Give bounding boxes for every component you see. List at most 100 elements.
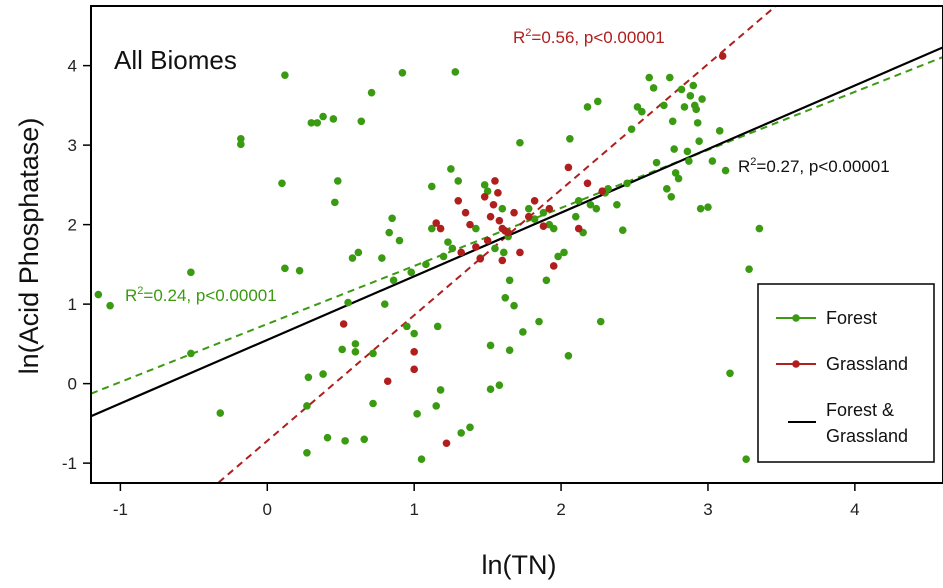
grassland-point (432, 219, 441, 227)
forest-point (407, 268, 416, 277)
x-tick-label: 1 (409, 500, 418, 519)
forest-point (413, 410, 421, 418)
grassland-point (472, 243, 480, 251)
combined-fit-line (91, 46, 943, 418)
forest-point (623, 179, 631, 188)
forest-point (674, 174, 683, 183)
forest-point (433, 322, 442, 331)
forest-point (486, 385, 495, 393)
forest-point (542, 276, 551, 285)
y-axis-title: ln(Acid Phosphatase) (14, 118, 44, 375)
forest-point (499, 248, 508, 257)
x-tick-label: 2 (556, 500, 565, 519)
forest-point (237, 134, 245, 143)
grassland-point (504, 228, 512, 237)
forest-point (333, 177, 342, 185)
grassland-point (516, 248, 524, 257)
forest-point (486, 341, 495, 350)
forest-point (665, 73, 674, 82)
grassland-point (461, 208, 470, 217)
forest-point (505, 346, 514, 355)
forest-point (692, 105, 701, 114)
forest-point (319, 370, 327, 378)
forest-point (742, 455, 750, 463)
grassland-point (466, 220, 474, 229)
y-tick-label: 1 (68, 295, 77, 314)
forest-point (422, 260, 430, 269)
legend-label-combined-line2: Grassland (826, 426, 908, 446)
forest-point (380, 300, 389, 308)
forest-point (295, 266, 304, 275)
forest-point (403, 322, 411, 331)
forest-point (627, 125, 636, 134)
forest-point (530, 215, 539, 223)
forest-point (755, 224, 764, 233)
forest-point (671, 169, 680, 177)
forest-point (303, 448, 311, 457)
forest-point (281, 71, 289, 79)
forest-point (685, 157, 693, 165)
x-tick-label: 4 (850, 500, 859, 519)
forest-point (704, 203, 712, 211)
legend-label-forest: Forest (826, 308, 877, 328)
forest-point (457, 429, 465, 437)
grassland-point (494, 189, 502, 197)
forest-point (338, 345, 346, 354)
forest-point (444, 238, 452, 246)
forest-fit-line (91, 56, 943, 395)
forest-point (638, 107, 646, 116)
forest-point (360, 435, 369, 444)
forest-fit-label: R2=0.24, p<0.00001 (125, 285, 277, 305)
legend-item-grassland: Grassland (776, 354, 908, 374)
forest-point (354, 248, 363, 257)
forest-point (686, 92, 695, 100)
forest-point (94, 290, 103, 299)
forest-point (348, 254, 357, 262)
forest-point (454, 177, 463, 185)
grassland-point (498, 256, 507, 265)
forest-point (385, 228, 394, 237)
x-axis-title: ln(TN) (482, 550, 557, 580)
grassland-point (454, 196, 463, 205)
x-axis: -1 0 1 2 3 4 (113, 483, 860, 519)
grassland-point (583, 179, 592, 188)
forest-point (483, 187, 492, 196)
grassland-point (495, 216, 504, 225)
forest-point (237, 140, 245, 149)
forest-point (586, 200, 595, 209)
forest-point (708, 157, 717, 165)
forest-point (633, 103, 642, 111)
grassland-point (457, 248, 465, 257)
forest-point (428, 224, 436, 233)
forest-point (721, 166, 730, 175)
grassland-point (489, 200, 498, 209)
forest-point (329, 115, 338, 123)
y-tick-label: 0 (68, 375, 77, 394)
legend-label-grassland: Grassland (826, 354, 908, 374)
forest-point (554, 252, 562, 261)
forest-point (501, 293, 510, 302)
forest-point (439, 252, 448, 261)
grassland-point (574, 224, 583, 233)
grassland-point (383, 377, 392, 386)
forest-point (680, 103, 689, 111)
legend-dot-grassland (792, 360, 800, 368)
x-tick-label: 3 (703, 500, 712, 519)
forest-point (618, 226, 627, 234)
y-tick-label: 2 (68, 216, 77, 235)
legend-dot-forest (792, 314, 800, 322)
forest-point (388, 214, 396, 223)
forest-point (436, 386, 445, 394)
forest-point (649, 84, 658, 92)
grassland-point (549, 262, 558, 270)
forest-point (726, 369, 734, 378)
forest-point (389, 276, 398, 285)
forest-point (524, 204, 533, 213)
forest-point (313, 119, 322, 127)
forest-point (451, 68, 460, 76)
grassland-point (410, 348, 418, 356)
forest-point (331, 198, 339, 207)
forest-point (535, 317, 543, 326)
legend-item-forest: Forest (776, 308, 877, 328)
